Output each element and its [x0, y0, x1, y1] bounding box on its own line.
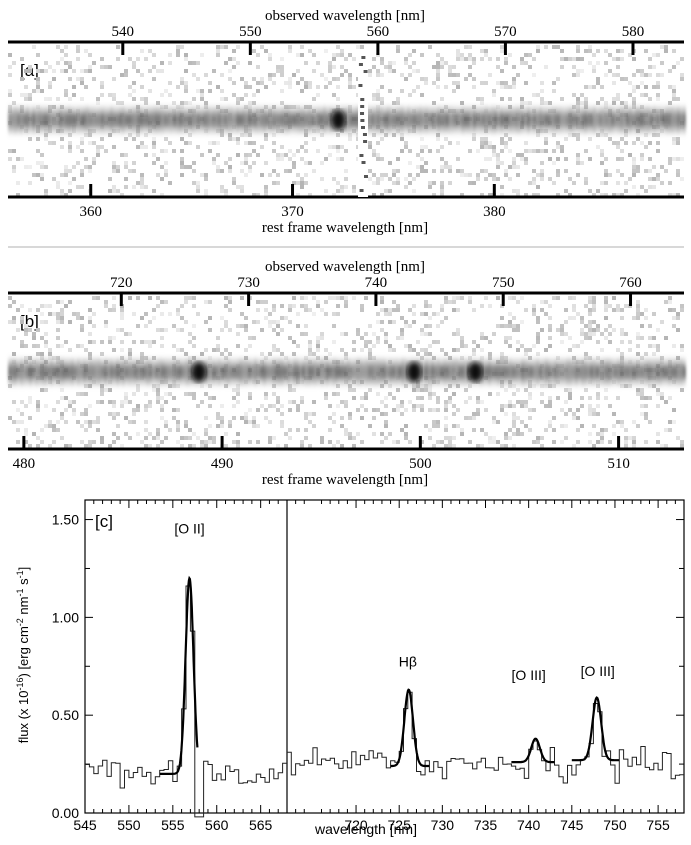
x-tick-label: 720 — [344, 817, 368, 833]
emission-spot — [191, 362, 206, 382]
plot-frame — [84, 499, 685, 814]
x-tick-label: 555 — [161, 817, 185, 833]
sky-residual-pixel — [361, 56, 366, 59]
top-tick-label: 740 — [365, 275, 388, 291]
bottom-tick-label: 360 — [79, 204, 102, 220]
sky-residual-pixel — [361, 161, 366, 164]
spectrum-histogram — [287, 691, 684, 784]
x-tick-label: 550 — [117, 817, 141, 833]
y-tick-label: 1.50 — [52, 512, 79, 528]
sky-residual-pixel — [363, 70, 368, 73]
left-subpanel: 545 550 555 560 565 [O II] — [73, 500, 287, 833]
emission-spot — [331, 110, 346, 130]
sky-residual-pixel — [360, 112, 365, 115]
y-axis-title-part: nm — [16, 597, 31, 619]
y-tick-label: 1.00 — [52, 609, 79, 625]
bottom-tick-label: 490 — [211, 456, 234, 472]
panel-c-1d-spectrum: [c] wavelength [nm] flux (x 10-16) [erg … — [15, 499, 685, 837]
top-tick-label: 570 — [494, 24, 517, 40]
y-tick-label: 0.50 — [52, 707, 79, 723]
sky-residual-pixel — [358, 84, 363, 87]
bottom-tick-label: 370 — [281, 204, 304, 220]
gaussian-fit — [511, 737, 555, 764]
x-tick-label: 755 — [646, 817, 670, 833]
top-tick-label: 760 — [619, 275, 642, 291]
x-axis-title: wavelength [nm] — [314, 821, 417, 837]
y-axis-title-part: -16 — [15, 678, 25, 691]
y-axis-title-part: flux (x 10 — [16, 691, 31, 744]
sky-residual-pixel — [362, 133, 367, 136]
bottom-tick-label: 500 — [409, 456, 432, 472]
sky-residual-pixel — [360, 105, 365, 108]
x-tick-label: 730 — [431, 817, 455, 833]
gaussian-fit — [159, 575, 199, 775]
panel-b-top-axis-title: observed wavelength [nm] — [265, 259, 425, 275]
bottom-tick-label: 380 — [483, 204, 506, 220]
sky-residual-pixel — [363, 140, 368, 143]
x-tick-label: 565 — [249, 817, 273, 833]
panel-a-top-axis-title: observed wavelength [nm] — [265, 8, 425, 24]
sky-residual-pixel — [363, 175, 368, 178]
bottom-tick-label: 480 — [13, 456, 36, 472]
sky-line-residual — [358, 52, 369, 197]
sky-residual-pixel — [359, 189, 364, 192]
gaussian-fit — [571, 696, 620, 762]
sky-residual-pixel — [360, 126, 365, 129]
panel-b-bottom-axis-title: rest frame wavelength [nm] — [262, 472, 428, 488]
x-tick-label: 750 — [603, 817, 627, 833]
emission-line-label: [O III] — [512, 667, 546, 683]
top-tick-label: 580 — [622, 24, 645, 40]
y-axis-title-part: ) [erg cm — [16, 626, 31, 677]
y-axis-title-part: s — [16, 578, 31, 589]
x-tick-label: 545 — [73, 817, 97, 833]
x-tick-label: 745 — [560, 817, 584, 833]
y-axis-title-part: -1 — [15, 589, 25, 597]
panel-a-2d-spectrum: observed wavelength [nm] rest frame wave… — [8, 8, 686, 236]
top-tick-label: 560 — [367, 24, 390, 40]
emission-line-label: Hβ — [399, 653, 417, 669]
y-tick-label: 0.00 — [52, 805, 79, 821]
panel-b-2d-spectrum: observed wavelength [nm] rest frame wave… — [8, 259, 686, 488]
y-axis-title: flux (x 10-16) [erg cm-2 nm-1 s-1] — [15, 567, 31, 744]
panel-a-bottom-axis-title: rest frame wavelength [nm] — [262, 220, 428, 236]
top-tick-label: 750 — [492, 275, 515, 291]
sky-residual-pixel — [360, 98, 365, 101]
x-tick-label: 735 — [474, 817, 498, 833]
emission-spot — [407, 362, 422, 382]
x-tick-label: 560 — [205, 817, 229, 833]
y-axis-title-part: -2 — [15, 618, 25, 626]
right-subpanel: 720 725 730 735 740 745 750 755 Hβ [O III] [O III] — [286, 500, 684, 833]
bottom-tick-label: 510 — [607, 456, 630, 472]
continuum-trace — [8, 359, 686, 385]
continuum-trace — [8, 107, 686, 133]
top-tick-label: 540 — [112, 24, 135, 40]
panel-c-label: [c] — [95, 512, 113, 531]
sky-residual-pixel — [358, 63, 363, 66]
sky-residual-pixel — [359, 154, 364, 157]
emission-spot — [468, 362, 483, 382]
gaussian-fit — [390, 688, 430, 768]
spectrum-histogram — [85, 585, 287, 818]
top-tick-label: 550 — [239, 24, 262, 40]
y-axis-title-part: ] — [16, 567, 31, 571]
top-tick-label: 720 — [110, 275, 133, 291]
y-axis-title-part: -1 — [15, 570, 25, 578]
x-tick-label: 725 — [388, 817, 412, 833]
emission-line-label: [O II] — [174, 520, 204, 536]
sky-residual-pixel — [360, 119, 365, 122]
top-tick-label: 730 — [237, 275, 260, 291]
x-tick-label: 740 — [517, 817, 541, 833]
emission-line-label: [O III] — [581, 663, 615, 679]
